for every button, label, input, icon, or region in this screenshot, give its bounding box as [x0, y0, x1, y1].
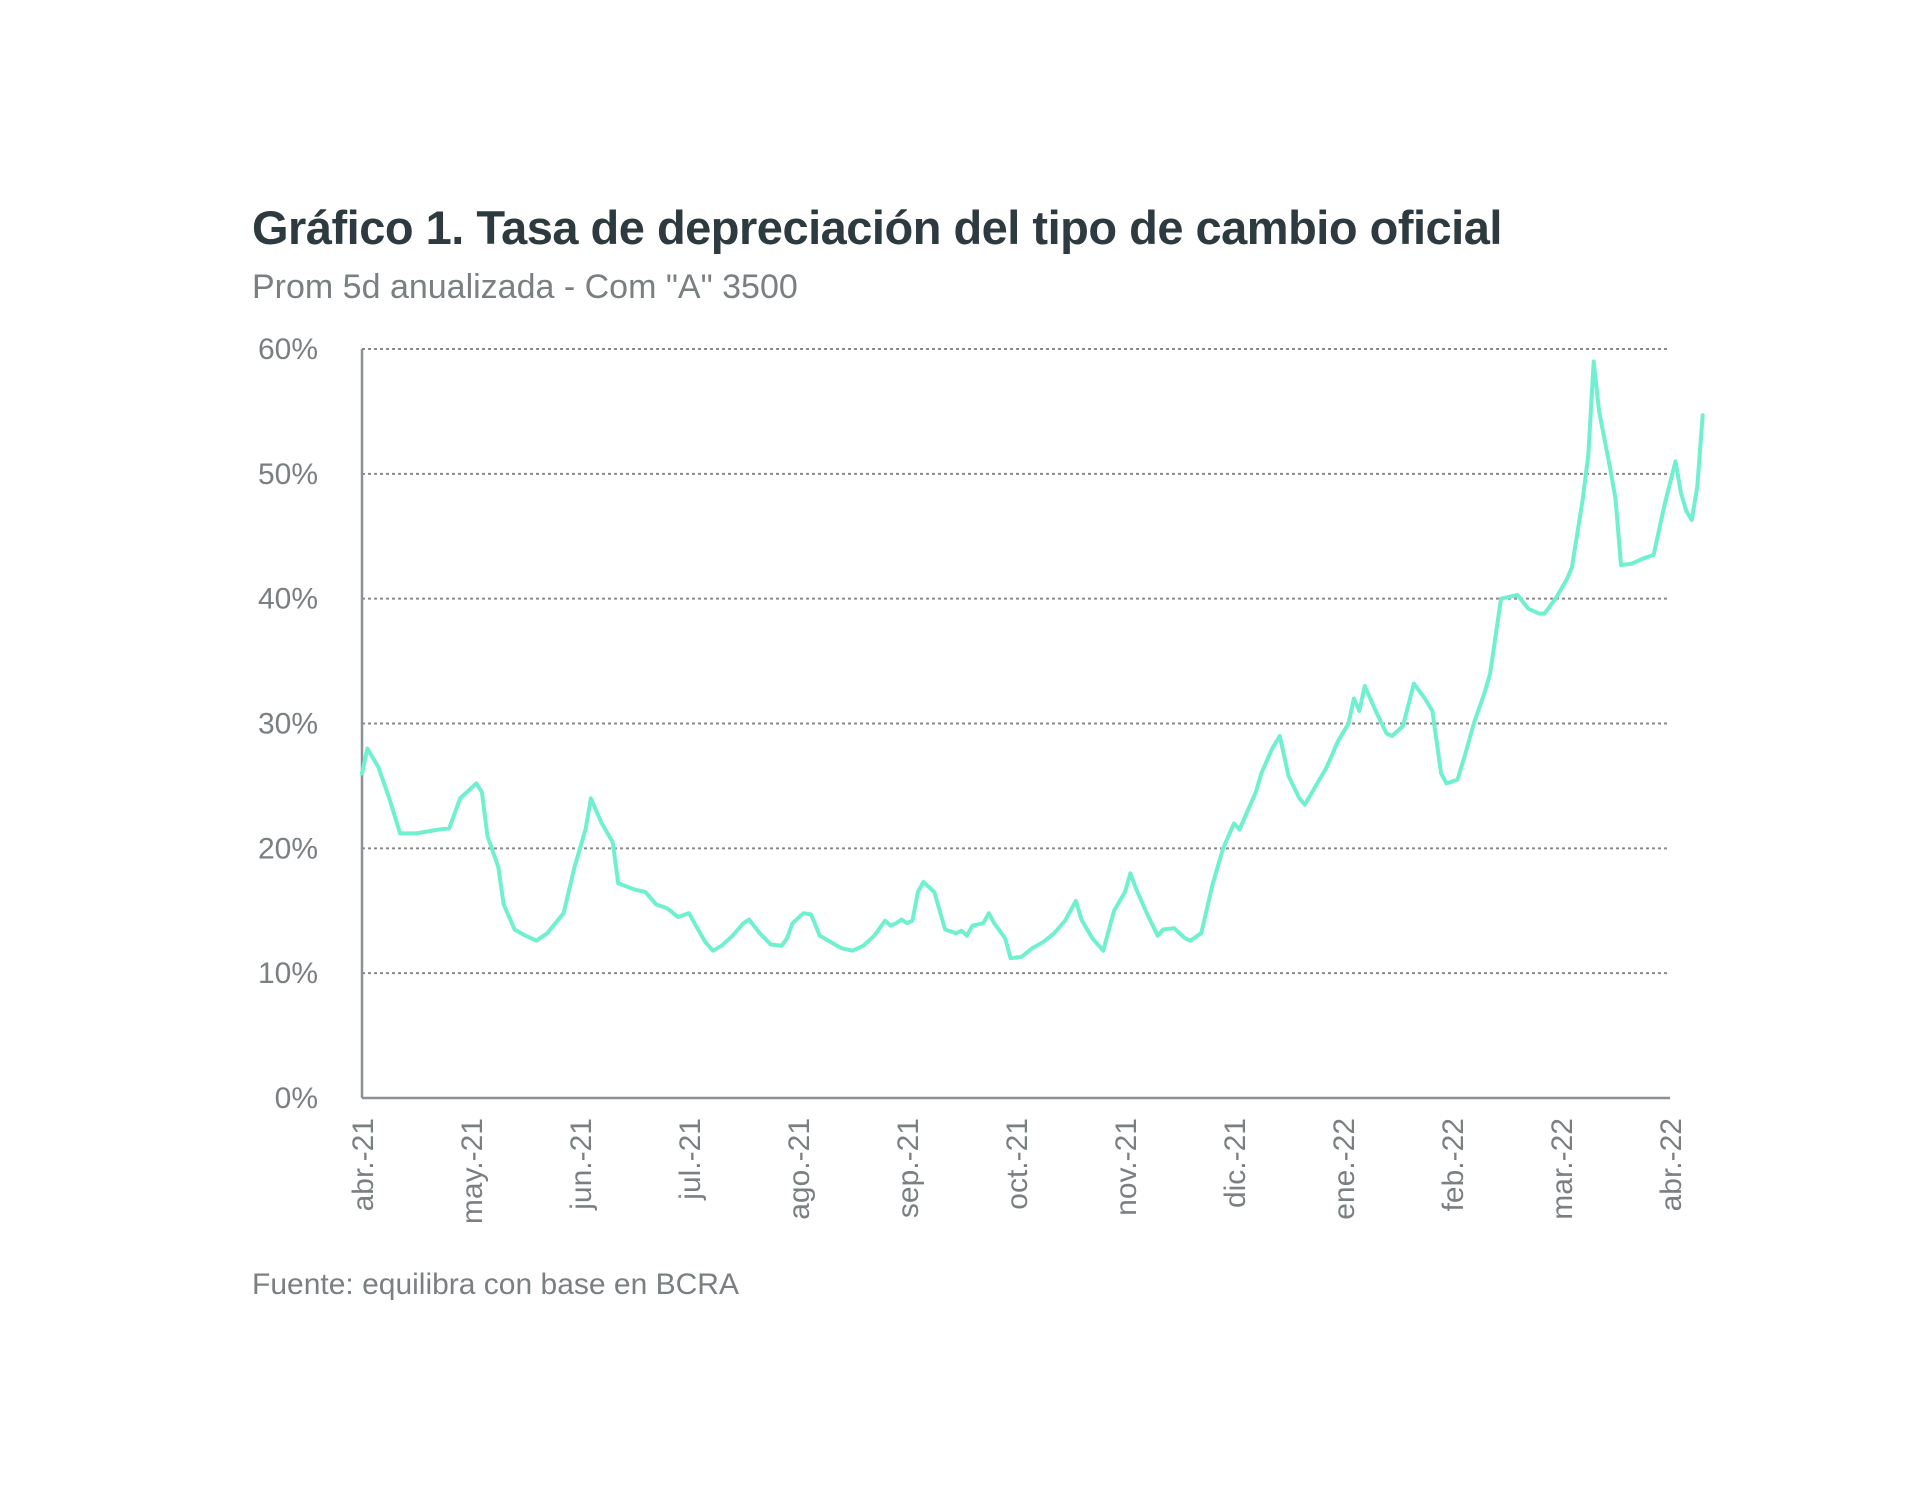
x-tick-label: sep.-21 [892, 1118, 925, 1218]
x-tick-label: feb.-22 [1437, 1118, 1470, 1211]
chart-source: Fuente: equilibra con base en BCRA [252, 1268, 739, 1301]
x-tick-label: jul.-21 [674, 1118, 707, 1201]
x-tick-label: ago.-21 [783, 1118, 816, 1220]
y-tick-label: 60% [258, 333, 318, 366]
series-line-0 [360, 359, 1705, 961]
y-tick-label: 20% [258, 832, 318, 865]
y-tick-label: 40% [258, 583, 318, 616]
x-tick-label: mar.-22 [1546, 1118, 1579, 1220]
y-tick-label: 50% [258, 458, 318, 491]
x-tick-label: may.-21 [456, 1118, 489, 1224]
x-tick-label: abr.-22 [1655, 1118, 1688, 1211]
x-tick-label: oct.-21 [1001, 1118, 1034, 1210]
x-axis-ticks: abr.-21 may.-21 jun.-21 jul.-21 ago.-21 sep.-… [347, 1118, 1688, 1224]
y-tick-label: 0% [275, 1082, 318, 1115]
y-axis-ticks: 0% 10% 20% 30% 40% 50% 60% [258, 333, 318, 1115]
axes [360, 349, 1670, 1100]
x-tick-label: abr.-21 [347, 1118, 380, 1211]
x-tick-label: ene.-22 [1328, 1118, 1361, 1220]
x-tick-label: jun.-21 [565, 1118, 598, 1211]
gridlines [362, 348, 1670, 975]
x-tick-label: nov.-21 [1110, 1118, 1143, 1216]
chart-title: Gráfico 1. Tasa de depreciación del tipo… [252, 201, 1502, 254]
chart-subtitle: Prom 5d anualizada - Com "A" 3500 [252, 268, 798, 306]
y-tick-label: 30% [258, 708, 318, 741]
y-tick-label: 10% [258, 957, 318, 990]
series-group [360, 359, 1705, 961]
x-tick-label: dic.-21 [1219, 1118, 1252, 1208]
